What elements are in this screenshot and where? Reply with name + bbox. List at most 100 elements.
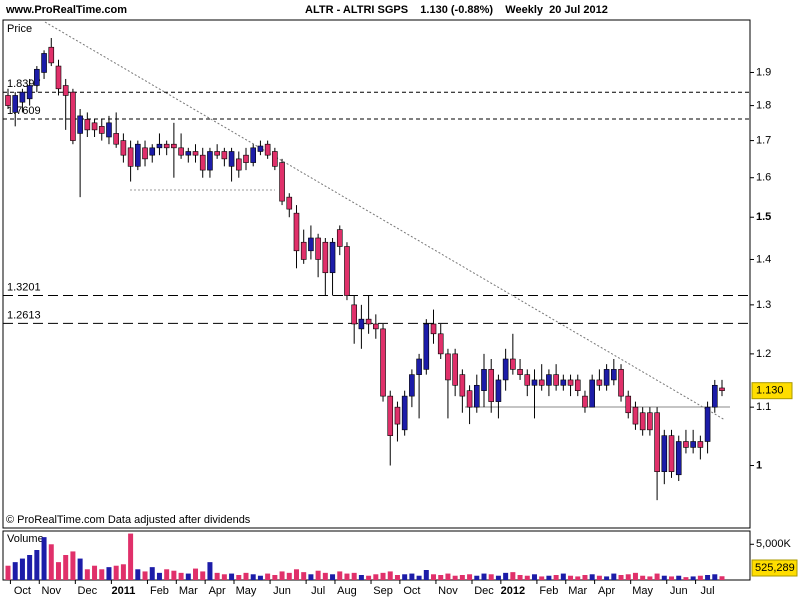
volume-bar — [394, 575, 400, 580]
volume-bar — [669, 576, 675, 580]
last-volume-box — [751, 559, 798, 577]
volume-bar — [524, 575, 530, 580]
candle-body — [279, 162, 285, 202]
volume-bar — [19, 558, 25, 580]
x-tick-label: Feb — [539, 585, 558, 597]
candle-body — [178, 147, 184, 156]
candle-body — [560, 379, 567, 386]
candle-body — [41, 53, 47, 73]
volume-bar — [315, 570, 321, 580]
x-tick-label: Mar — [568, 585, 587, 597]
candle-body — [62, 85, 69, 96]
candle-body — [344, 246, 350, 296]
volume-bar — [156, 572, 162, 580]
volume-bar — [611, 573, 617, 580]
volume-bar — [99, 569, 105, 580]
volume-bar — [661, 575, 667, 580]
trendline — [44, 21, 726, 421]
candle-body — [235, 158, 242, 171]
candle-body — [26, 85, 33, 100]
price-frame — [2, 19, 751, 529]
candle-body — [632, 406, 639, 425]
candle-body — [228, 151, 235, 167]
candle-body — [538, 379, 545, 386]
volume-bar — [604, 576, 610, 580]
x-tick-label: Feb — [150, 585, 169, 597]
candle-body — [697, 441, 704, 448]
level-label: 1.3201 — [7, 281, 41, 293]
y-tick-label: 1.8 — [756, 99, 771, 111]
volume-bar — [5, 565, 11, 580]
volume-bar — [445, 573, 451, 580]
candle-body — [55, 65, 62, 90]
candle-body — [12, 95, 19, 113]
volume-bar — [272, 575, 278, 580]
x-tick-label: Dec — [474, 585, 494, 597]
candle-body — [394, 406, 401, 425]
volume-bar — [221, 574, 227, 580]
x-tick-label: Jun — [670, 585, 688, 597]
volume-bar — [358, 575, 364, 580]
candle-body — [98, 126, 105, 134]
volume-bar — [366, 575, 372, 580]
volume-bar — [553, 575, 559, 580]
volume-bar — [351, 572, 357, 580]
volume-bar — [236, 575, 242, 580]
candle-body — [618, 369, 624, 397]
candle-body — [192, 151, 199, 156]
y-tick-label: 1.4 — [756, 253, 771, 265]
candle-body — [336, 229, 343, 247]
volume-bar — [92, 565, 98, 580]
x-tick-label: Aug — [337, 585, 357, 597]
candle-body — [84, 119, 91, 131]
volume-label: Volume — [7, 533, 44, 545]
y-tick-label: 1.3 — [756, 299, 771, 311]
y-tick-label: 1 — [756, 459, 762, 471]
candle-body — [127, 147, 134, 167]
volume-bar — [416, 575, 422, 580]
volume-bar — [640, 575, 646, 580]
candle-body — [668, 435, 675, 472]
volume-bar — [589, 574, 595, 580]
volume-bar — [705, 575, 711, 580]
volume-bar — [431, 574, 437, 580]
last-price-box — [751, 382, 793, 400]
candle-body — [250, 147, 257, 163]
volume-bar — [286, 572, 292, 580]
candle-body — [445, 353, 451, 381]
volume-bar — [265, 573, 271, 580]
volume-bar — [467, 574, 473, 580]
volume-bar — [387, 571, 393, 580]
candle-body — [308, 237, 314, 252]
candle-body — [567, 379, 574, 386]
x-tick-label: 2011 — [111, 585, 135, 597]
volume-bar — [539, 576, 545, 580]
volume-bar — [293, 569, 299, 580]
candle-body — [459, 374, 466, 397]
volume-bar — [344, 573, 350, 580]
last-volume-label: 525,289 — [755, 562, 795, 574]
volume-bar — [48, 544, 54, 580]
candle-body — [207, 151, 213, 171]
volume-bar — [41, 537, 47, 580]
volume-bar — [676, 575, 682, 580]
candle-body — [373, 323, 379, 330]
y-tick-label: 1.7 — [756, 134, 771, 146]
last-price-label: 1.130 — [756, 385, 784, 397]
volume-bar — [70, 551, 76, 580]
level-label: 1.2613 — [7, 309, 41, 321]
candle-body — [77, 115, 83, 134]
volume-bar — [517, 575, 523, 580]
price-label: Price — [7, 23, 32, 35]
volume-bar — [128, 533, 134, 580]
volume-bar — [193, 568, 199, 580]
x-tick-label: May — [632, 585, 653, 597]
y-tick-label: 1.2 — [756, 348, 771, 360]
candle-body — [135, 143, 141, 167]
volume-bar — [546, 575, 552, 580]
volume-bar — [77, 558, 83, 580]
candle-body — [34, 68, 40, 86]
candle-body — [690, 441, 696, 448]
candle-body — [488, 369, 495, 402]
